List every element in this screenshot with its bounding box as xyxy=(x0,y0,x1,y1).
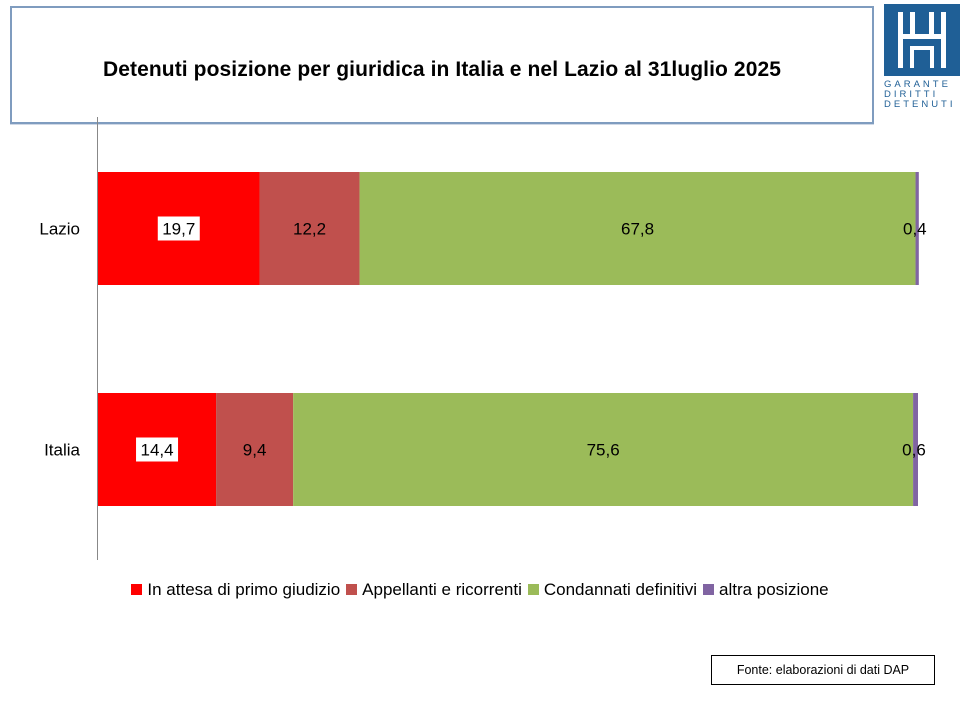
title-box: Detenuti posizione per giuridica in Ital… xyxy=(10,6,874,124)
source-note: Fonte: elaborazioni di dati DAP xyxy=(711,655,935,685)
data-label-lazio-1: 12,2 xyxy=(293,220,326,239)
data-label-italia-1: 9,4 xyxy=(243,441,267,460)
garante-logo: GARANTE DIRITTI DETENUTI xyxy=(884,4,960,110)
data-label-italia-2: 75,6 xyxy=(587,441,620,460)
logo-text-line-2: DIRITTI xyxy=(884,89,939,100)
legend-item-3: altra posizione xyxy=(702,580,829,600)
logo-text-line-1: GARANTE xyxy=(884,79,951,90)
bar-segment-lazio-3 xyxy=(915,172,919,285)
chart-title: Detenuti posizione per giuridica in Ital… xyxy=(102,58,782,81)
data-label-bg-lazio xyxy=(157,216,200,241)
bar-segment-italia-1 xyxy=(216,393,294,506)
legend-swatch-1 xyxy=(346,584,358,595)
category-label-lazio: Lazio xyxy=(39,220,80,239)
data-label-lazio-2: 67,8 xyxy=(621,220,654,239)
data-label-lazio-0: 19,7 xyxy=(162,220,195,239)
legend-item-2: Condannati definitivi xyxy=(527,580,697,600)
data-label-lazio-3: 0,4 xyxy=(903,220,927,239)
category-label-italia: Italia xyxy=(44,441,80,460)
legend-label-1: Appellanti e ricorrenti xyxy=(362,580,522,599)
legend-label-2: Condannati definitivi xyxy=(543,580,697,599)
legend-item-1: Appellanti e ricorrenti xyxy=(346,580,522,600)
legend-swatch-0 xyxy=(131,584,143,595)
legend-item-0: In attesa di primo giudizio xyxy=(131,580,340,600)
legend-swatch-2 xyxy=(527,584,539,595)
bar-segment-italia-3 xyxy=(913,393,918,506)
legend-label-0: In attesa di primo giudizio xyxy=(147,580,341,599)
logo-text-line-3: DETENUTI xyxy=(884,99,956,110)
bar-segment-italia-2 xyxy=(293,393,914,506)
bar-segment-lazio-2 xyxy=(359,172,916,285)
legend-label-3: altra posizione xyxy=(718,580,829,599)
data-label-italia-3: 0,6 xyxy=(902,441,926,460)
logo-mark-icon xyxy=(884,4,960,76)
data-label-bg-italia xyxy=(136,437,179,462)
data-label-italia-0: 14,4 xyxy=(140,441,173,460)
chart-legend: In attesa di primo giudizio Appellanti e … xyxy=(0,580,960,600)
legend-swatch-3 xyxy=(702,584,714,595)
bar-segment-lazio-1 xyxy=(259,172,360,285)
